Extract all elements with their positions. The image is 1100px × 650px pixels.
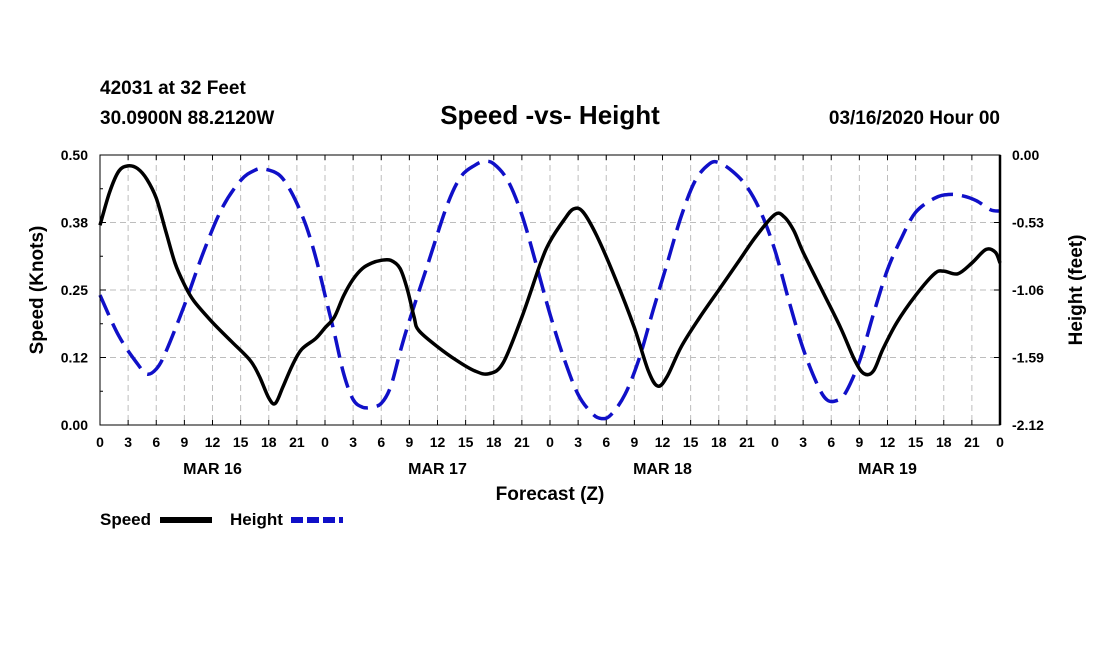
x-tick-label: 0 bbox=[96, 434, 104, 450]
x-tick-label: 21 bbox=[739, 434, 755, 450]
y-right-tick-label: -1.06 bbox=[1012, 282, 1044, 298]
gridlines bbox=[100, 155, 1000, 425]
x-tick-label: 3 bbox=[574, 434, 582, 450]
day-label: MAR 16 bbox=[183, 461, 242, 478]
y-left-tick-label: 0.25 bbox=[61, 282, 88, 298]
x-tick-label: 18 bbox=[261, 434, 277, 450]
y-left-tick-label: 0.38 bbox=[61, 215, 88, 231]
y-right-tick-label: -0.53 bbox=[1012, 215, 1044, 231]
legend: Speed Height bbox=[100, 510, 343, 529]
day-label: MAR 17 bbox=[408, 461, 467, 478]
y-right-tick-label: -2.12 bbox=[1012, 417, 1044, 433]
x-tick-label: 0 bbox=[771, 434, 779, 450]
y-left-tick-label: 0.00 bbox=[61, 417, 88, 433]
x-tick-label: 3 bbox=[799, 434, 807, 450]
legend-height-label: Height bbox=[230, 510, 283, 529]
x-tick-label: 15 bbox=[458, 434, 474, 450]
x-tick-label: 9 bbox=[180, 434, 188, 450]
x-tick-label: 12 bbox=[655, 434, 671, 450]
x-tick-label: 6 bbox=[377, 434, 385, 450]
speed-series-line bbox=[98, 163, 1002, 406]
y-right-tick-label: 0.00 bbox=[1012, 147, 1039, 163]
y-left-tick-label: 0.12 bbox=[61, 350, 88, 366]
axis-ticks: 0 3 6 9 12 15 18 21 0 3 6 9 12 15 18 21 0 3 6 9 12 15 18 21 0 3 6 9… bbox=[61, 147, 1044, 478]
x-tick-label: 21 bbox=[514, 434, 530, 450]
x-tick-label: 0 bbox=[546, 434, 554, 450]
x-axis-label: Forecast (Z) bbox=[496, 484, 605, 505]
height-series-line bbox=[98, 159, 1001, 421]
run-time-label: 03/16/2020 Hour 00 bbox=[829, 108, 1000, 129]
x-tick-label: 21 bbox=[964, 434, 980, 450]
x-tick-label: 6 bbox=[827, 434, 835, 450]
location-label: 30.0900N 88.2120W bbox=[100, 108, 274, 129]
x-tick-label: 12 bbox=[205, 434, 221, 450]
x-tick-label: 3 bbox=[124, 434, 132, 450]
x-tick-label: 18 bbox=[711, 434, 727, 450]
x-tick-label: 6 bbox=[602, 434, 610, 450]
day-label: MAR 19 bbox=[858, 461, 917, 478]
x-tick-label: 15 bbox=[908, 434, 924, 450]
x-tick-label: 12 bbox=[880, 434, 896, 450]
x-tick-label: 12 bbox=[430, 434, 446, 450]
y-axis-right-label: Height (feet) bbox=[1066, 235, 1087, 346]
x-tick-label: 6 bbox=[152, 434, 160, 450]
legend-speed-label: Speed bbox=[100, 510, 151, 529]
x-tick-label: 21 bbox=[289, 434, 305, 450]
day-label: MAR 18 bbox=[633, 461, 692, 478]
y-right-tick-label: -1.59 bbox=[1012, 350, 1044, 366]
x-tick-label: 18 bbox=[486, 434, 502, 450]
x-tick-label: 15 bbox=[233, 434, 249, 450]
x-tick-label: 18 bbox=[936, 434, 952, 450]
x-tick-label: 9 bbox=[630, 434, 638, 450]
x-tick-label: 3 bbox=[349, 434, 357, 450]
y-left-tick-label: 0.50 bbox=[61, 147, 88, 163]
y-axis-left-label: Speed (Knots) bbox=[27, 226, 48, 355]
x-tick-label: 0 bbox=[321, 434, 329, 450]
station-label: 42031 at 32 Feet bbox=[100, 78, 246, 99]
chart-title: Speed -vs- Height bbox=[440, 100, 660, 130]
series-layer bbox=[98, 159, 1002, 421]
x-tick-label: 15 bbox=[683, 434, 699, 450]
x-tick-label: 9 bbox=[405, 434, 413, 450]
x-tick-label: 0 bbox=[996, 434, 1004, 450]
x-tick-label: 9 bbox=[855, 434, 863, 450]
